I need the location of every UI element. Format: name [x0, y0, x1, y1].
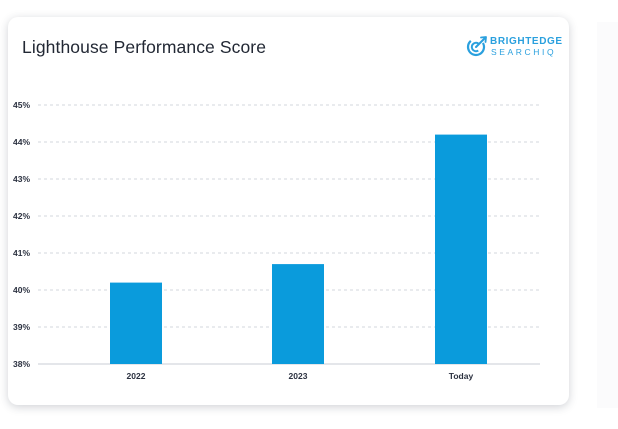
bar-2022: [110, 282, 162, 364]
brand-tagline: SEARCHIQ: [491, 47, 557, 57]
bar-2023: [272, 264, 324, 364]
chart-title: Lighthouse Performance Score: [22, 37, 267, 57]
x-tick-label: 2022: [127, 371, 146, 381]
chart-card: Lighthouse Performance Score BRIGHTEDGE …: [8, 17, 569, 405]
x-tick-label: 2023: [289, 371, 308, 381]
x-tick-label: Today: [449, 371, 474, 381]
brightedge-logo[interactable]: BRIGHTEDGE SEARCHIQ: [466, 35, 562, 59]
y-tick-label: 44%: [13, 137, 30, 147]
brand-name: BRIGHTEDGE: [490, 36, 563, 47]
brightedge-logo-icon: [466, 36, 487, 57]
y-tick-label: 41%: [13, 248, 30, 258]
bar-chart: 45% 44% 43% 42% 41% 40% 39% 38% 2022 2023 Today: [13, 100, 540, 381]
y-tick-label: 43%: [13, 174, 30, 184]
background-strip: [597, 22, 618, 408]
bar-today: [435, 134, 487, 364]
y-tick-label: 45%: [13, 100, 30, 110]
y-tick-label: 38%: [13, 359, 30, 369]
y-tick-label: 39%: [13, 322, 30, 332]
y-tick-label: 42%: [13, 211, 30, 221]
y-tick-label: 40%: [13, 285, 30, 295]
